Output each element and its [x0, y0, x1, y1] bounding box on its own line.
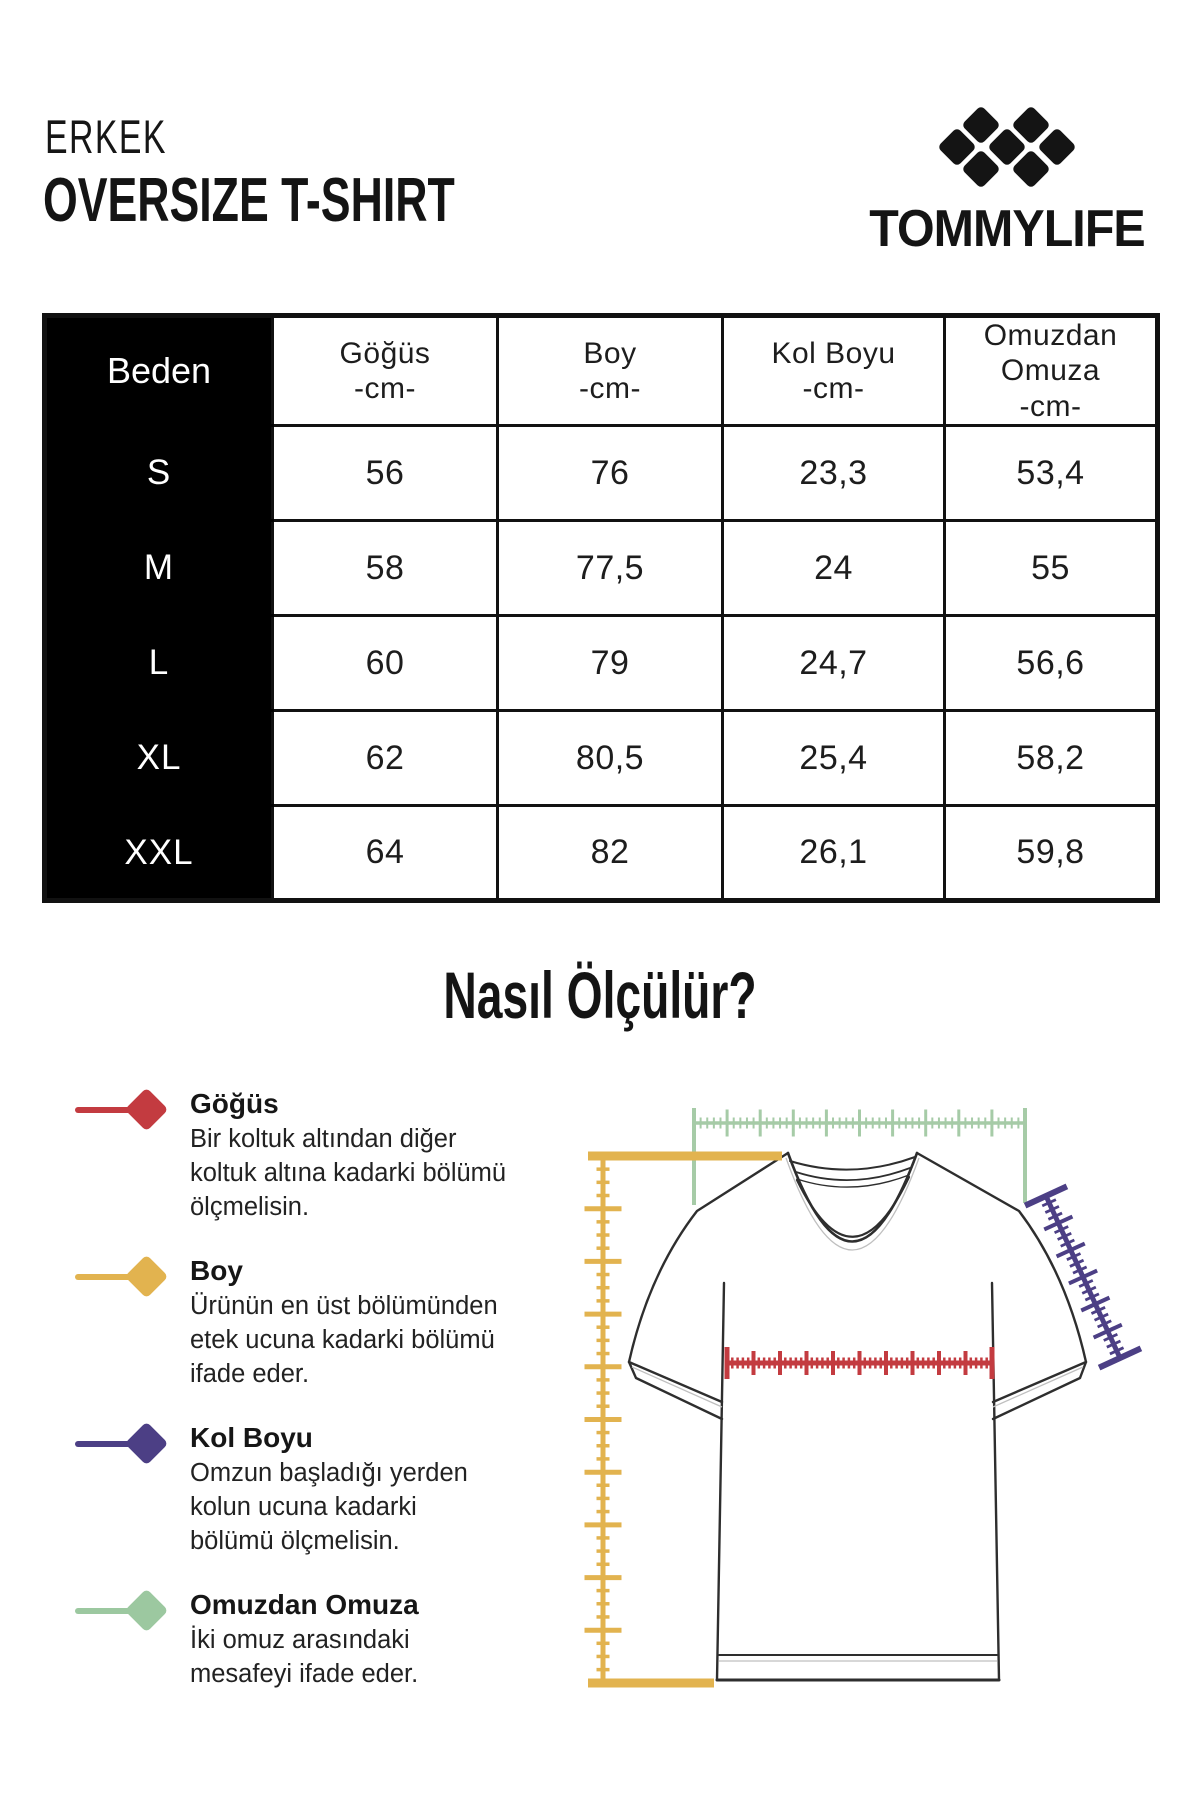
- brand-logo-icon: [939, 107, 1075, 187]
- product-title: OVERSIZE T-SHIRT: [43, 166, 455, 235]
- table-row: XXL 64 82 26,1 59,8: [43, 804, 1159, 903]
- cell-value: 58: [271, 519, 499, 618]
- ruler-gogus-red: [724, 1347, 995, 1379]
- cell-value: 53,4: [943, 424, 1159, 523]
- cell-value: 76: [496, 424, 724, 523]
- gogus-diamond-icon: [75, 1087, 175, 1132]
- cell-value: 80,5: [496, 709, 724, 808]
- table-row: M 58 77,5 24 55: [43, 519, 1159, 618]
- tshirt-outline: [627, 1151, 1088, 1682]
- cell-value: 24,7: [721, 614, 946, 713]
- cell-value: 79: [496, 614, 724, 713]
- table-row: L 60 79 24,7 56,6: [43, 614, 1159, 713]
- ruler-omuzdan-omuza-green: [692, 1108, 1027, 1205]
- tshirt-stitch-echoes: [631, 1157, 1084, 1662]
- size-label: S: [146, 453, 172, 493]
- cell-value: 56: [271, 424, 499, 523]
- legend-title: Omuzdan Omuza: [190, 1589, 419, 1620]
- size-label: M: [143, 548, 175, 588]
- brand-name: TOMMYLIFE: [869, 200, 1145, 258]
- cell-value: 62: [271, 709, 499, 808]
- table-header-kol-boyu: Kol Boyu -cm-: [721, 313, 946, 428]
- category-label: ERKEK: [45, 110, 167, 163]
- cell-value: 60: [271, 614, 499, 713]
- cell-value: 56,6: [943, 614, 1159, 713]
- table-header-boy: Boy -cm-: [496, 313, 724, 428]
- legend-item-boy: Boy Ürünün en üst bölümünden etek ucuna …: [75, 1253, 515, 1391]
- legend-title: Kol Boyu: [190, 1422, 313, 1453]
- cell-value: 55: [943, 519, 1159, 618]
- boy-diamond-icon: [75, 1254, 175, 1299]
- table-row: XL 62 80,5 25,4 58,2: [43, 709, 1159, 808]
- cell-value: 64: [271, 804, 499, 903]
- ruler-boy-yellow: [584, 1151, 782, 1688]
- cell-value: 58,2: [943, 709, 1159, 808]
- table-header-omuzdan-omuza: Omuzdan Omuza -cm-: [943, 313, 1159, 428]
- cell-value: 26,1: [721, 804, 946, 903]
- ruler-kol-boyu-purple: [1023, 1183, 1143, 1371]
- legend-title: Göğüs: [190, 1088, 279, 1119]
- omuzdan-omuza-diamond-icon: [75, 1588, 175, 1633]
- tshirt-measurement-diagram: [584, 1108, 1143, 1688]
- size-label: L: [148, 643, 170, 683]
- size-label: XL: [136, 738, 182, 778]
- kol-boyu-diamond-icon: [75, 1421, 175, 1466]
- cell-value: 77,5: [496, 519, 724, 618]
- legend-item-omuzdan-omuza: Omuzdan Omuza İki omuz arasındaki mesafe…: [75, 1587, 515, 1691]
- cell-value: 82: [496, 804, 724, 903]
- cell-value: 59,8: [943, 804, 1159, 903]
- legend-title: Boy: [190, 1255, 243, 1286]
- cell-value: 24: [721, 519, 946, 618]
- cell-value: 23,3: [721, 424, 946, 523]
- size-label: XXL: [124, 832, 194, 872]
- how-to-measure-title: Nasıl Ölçülür?: [443, 958, 757, 1032]
- table-header-beden: Beden: [43, 313, 274, 428]
- cell-value: 25,4: [721, 709, 946, 808]
- legend-item-gogus: Göğüs Bir koltuk altından diğer koltuk a…: [75, 1086, 515, 1224]
- legend-item-kol-boyu: Kol Boyu Omzun başladığı yerden kolun uc…: [75, 1420, 515, 1558]
- size-table: Beden Göğüs -cm- Boy -cm- Kol Boyu -cm- Omu…: [42, 313, 1160, 904]
- table-header-gogus: Göğüs -cm-: [271, 313, 499, 428]
- table-row: S 56 76 23,3 53,4: [43, 424, 1159, 523]
